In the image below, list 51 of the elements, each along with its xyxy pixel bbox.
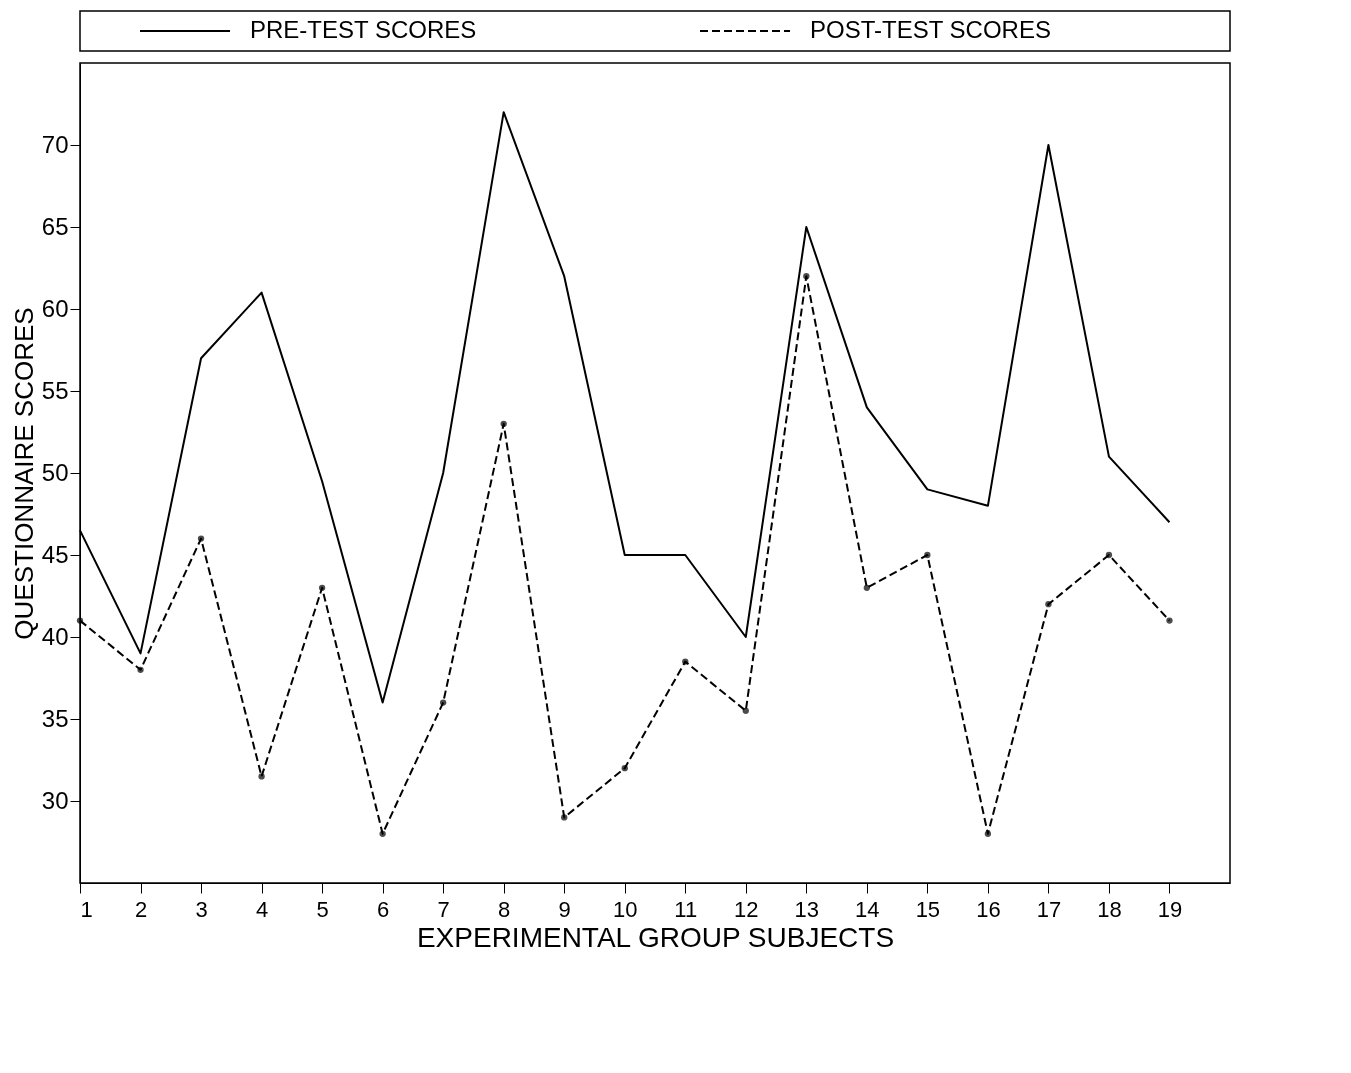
legend-label: POST-TEST SCORES	[810, 16, 1051, 43]
point	[682, 658, 689, 665]
point	[500, 420, 507, 427]
point	[984, 830, 992, 837]
x-tick-label: 3	[195, 896, 208, 922]
x-tick-label: 10	[612, 896, 638, 922]
y-tick-label: 60	[41, 294, 69, 322]
y-tick-label: 30	[41, 786, 69, 814]
y-tick-label: 50	[41, 458, 69, 486]
y-tick-label: 40	[41, 622, 69, 650]
x-tick-label: 1	[80, 896, 93, 922]
x-tick-label: 6	[377, 896, 390, 922]
y-tick-label: 70	[41, 130, 69, 158]
point	[561, 814, 568, 821]
point	[379, 830, 386, 837]
point	[318, 584, 326, 591]
x-tick-label: 7	[437, 896, 450, 922]
x-tick-label: 4	[255, 896, 269, 922]
x-tick-label: 17	[1036, 896, 1062, 922]
y-tick-label: 35	[41, 704, 69, 732]
x-tick-label: 18	[1097, 896, 1122, 922]
y-tick-label: 65	[41, 212, 69, 240]
point	[1045, 601, 1052, 608]
x-tick-label: 19	[1157, 896, 1183, 922]
x-tick-label: 11	[674, 896, 698, 922]
x-tick-label: 13	[794, 896, 820, 922]
point	[863, 584, 870, 591]
point	[803, 273, 810, 280]
x-tick-label: 12	[734, 896, 759, 922]
point	[76, 617, 84, 624]
x-tick-label: 16	[976, 896, 1001, 922]
point	[1105, 551, 1113, 559]
x-tick-label: 5	[316, 896, 329, 922]
x-tick-label: 14	[855, 896, 880, 922]
point	[258, 773, 265, 780]
x-tick-label: 15	[915, 896, 941, 922]
y-tick-label: 45	[41, 540, 69, 568]
point	[137, 666, 144, 673]
x-tick-label: 9	[558, 896, 571, 922]
point	[440, 699, 447, 706]
point	[742, 707, 749, 714]
point	[1166, 617, 1173, 624]
x-tick-label: 8	[498, 896, 511, 922]
x-tick-label: 2	[134, 896, 148, 922]
y-tick-label: 55	[41, 376, 69, 404]
legend-label: PRE-TEST SCORES	[250, 16, 477, 43]
x-axis-title: EXPERIMENTAL GROUP SUBJECTS	[416, 921, 895, 953]
point	[924, 551, 931, 559]
point	[197, 535, 205, 542]
y-axis-title: QUESTIONNAIRE SCORES	[8, 307, 39, 640]
point	[621, 765, 628, 772]
